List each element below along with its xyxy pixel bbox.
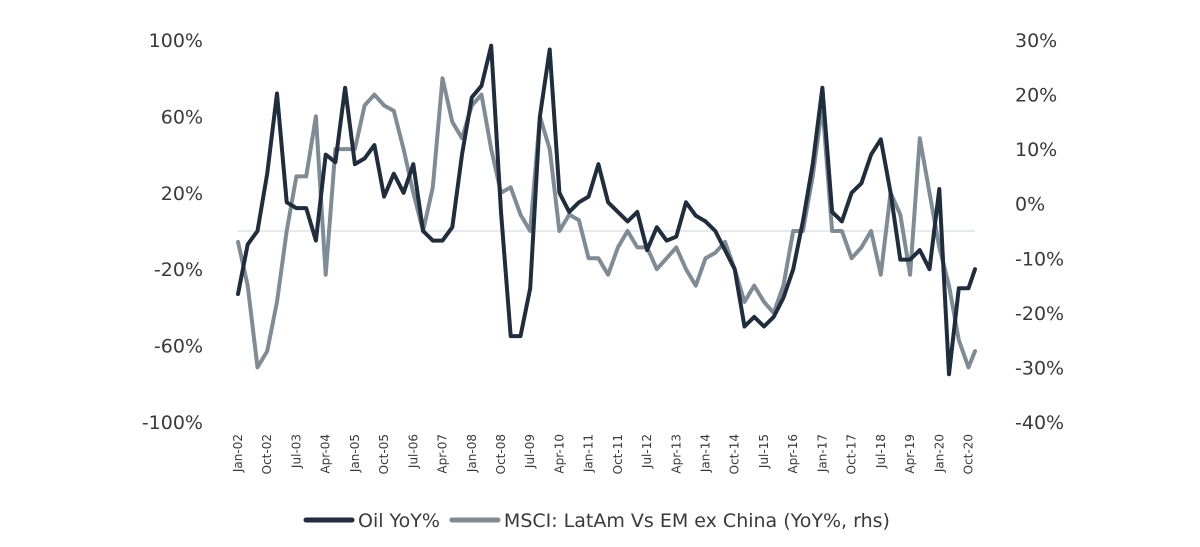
x-tick-label: Jul-15 — [757, 434, 771, 469]
x-tick-label: Jul-09 — [523, 434, 537, 469]
x-tick-label: Jul-12 — [640, 434, 654, 469]
x-tick-label: Jul-18 — [874, 434, 888, 469]
x-tick-label: Jan-05 — [348, 434, 362, 473]
x-tick-label: Oct-05 — [377, 434, 391, 474]
right-tick-label: 10% — [1015, 139, 1057, 161]
legend: Oil YoY% MSCI: LatAm Vs EM ex China (YoY%… — [303, 510, 890, 532]
legend-label-msci: MSCI: LatAm Vs EM ex China (YoY%, rhs) — [504, 510, 890, 532]
series-line-msci — [236, 76, 977, 370]
x-tick-label: Apr-16 — [786, 434, 800, 474]
series-line-oil — [236, 43, 977, 377]
x-tick-label: Apr-19 — [903, 434, 917, 474]
legend-label-oil: Oil YoY% — [358, 510, 440, 532]
right-tick-label: -30% — [1015, 357, 1064, 379]
x-tick-label: Oct-17 — [845, 434, 859, 474]
x-axis: Jan-02 Oct-02 Jul-03 Apr-04 Jan-05 Oct-05 Jul-… — [231, 434, 976, 474]
x-tick-label: Oct-20 — [962, 434, 976, 474]
x-tick-label: Apr-04 — [319, 434, 333, 474]
x-tick-label: Apr-10 — [552, 434, 566, 474]
right-tick-label: -40% — [1015, 412, 1064, 434]
x-tick-label: Jan-17 — [815, 434, 829, 473]
right-tick-label: -10% — [1015, 248, 1064, 270]
x-tick-label: Jan-02 — [231, 434, 245, 473]
right-axis: 30% 20% 10% 0% -10% -20% -30% -40% — [1015, 30, 1064, 434]
right-tick-label: 0% — [1015, 194, 1045, 216]
x-tick-label: Oct-14 — [728, 434, 742, 474]
right-tick-label: -20% — [1015, 303, 1064, 325]
left-tick-label: 60% — [161, 106, 203, 128]
x-tick-label: Apr-13 — [669, 434, 683, 474]
x-tick-label: Oct-08 — [494, 434, 508, 474]
left-tick-label: 100% — [149, 30, 203, 52]
right-tick-label: 30% — [1015, 30, 1057, 52]
left-axis: 100% 60% 20% -20% -60% -100% — [142, 30, 203, 434]
x-tick-label: Jan-20 — [932, 434, 946, 473]
left-tick-label: 20% — [161, 183, 203, 205]
series-layer — [236, 43, 977, 377]
x-tick-label: Jan-08 — [465, 434, 479, 473]
x-tick-label: Oct-02 — [260, 434, 274, 474]
x-tick-label: Jan-14 — [699, 434, 713, 473]
x-tick-label: Jul-03 — [289, 434, 303, 469]
left-tick-label: -100% — [142, 412, 203, 434]
left-tick-label: -60% — [154, 336, 203, 358]
x-tick-label: Jul-06 — [406, 434, 420, 469]
right-tick-label: 20% — [1015, 85, 1057, 107]
x-tick-label: Jan-11 — [582, 434, 596, 473]
x-tick-label: Oct-11 — [611, 434, 625, 474]
x-tick-label: Apr-07 — [436, 434, 450, 474]
left-tick-label: -20% — [154, 259, 203, 281]
